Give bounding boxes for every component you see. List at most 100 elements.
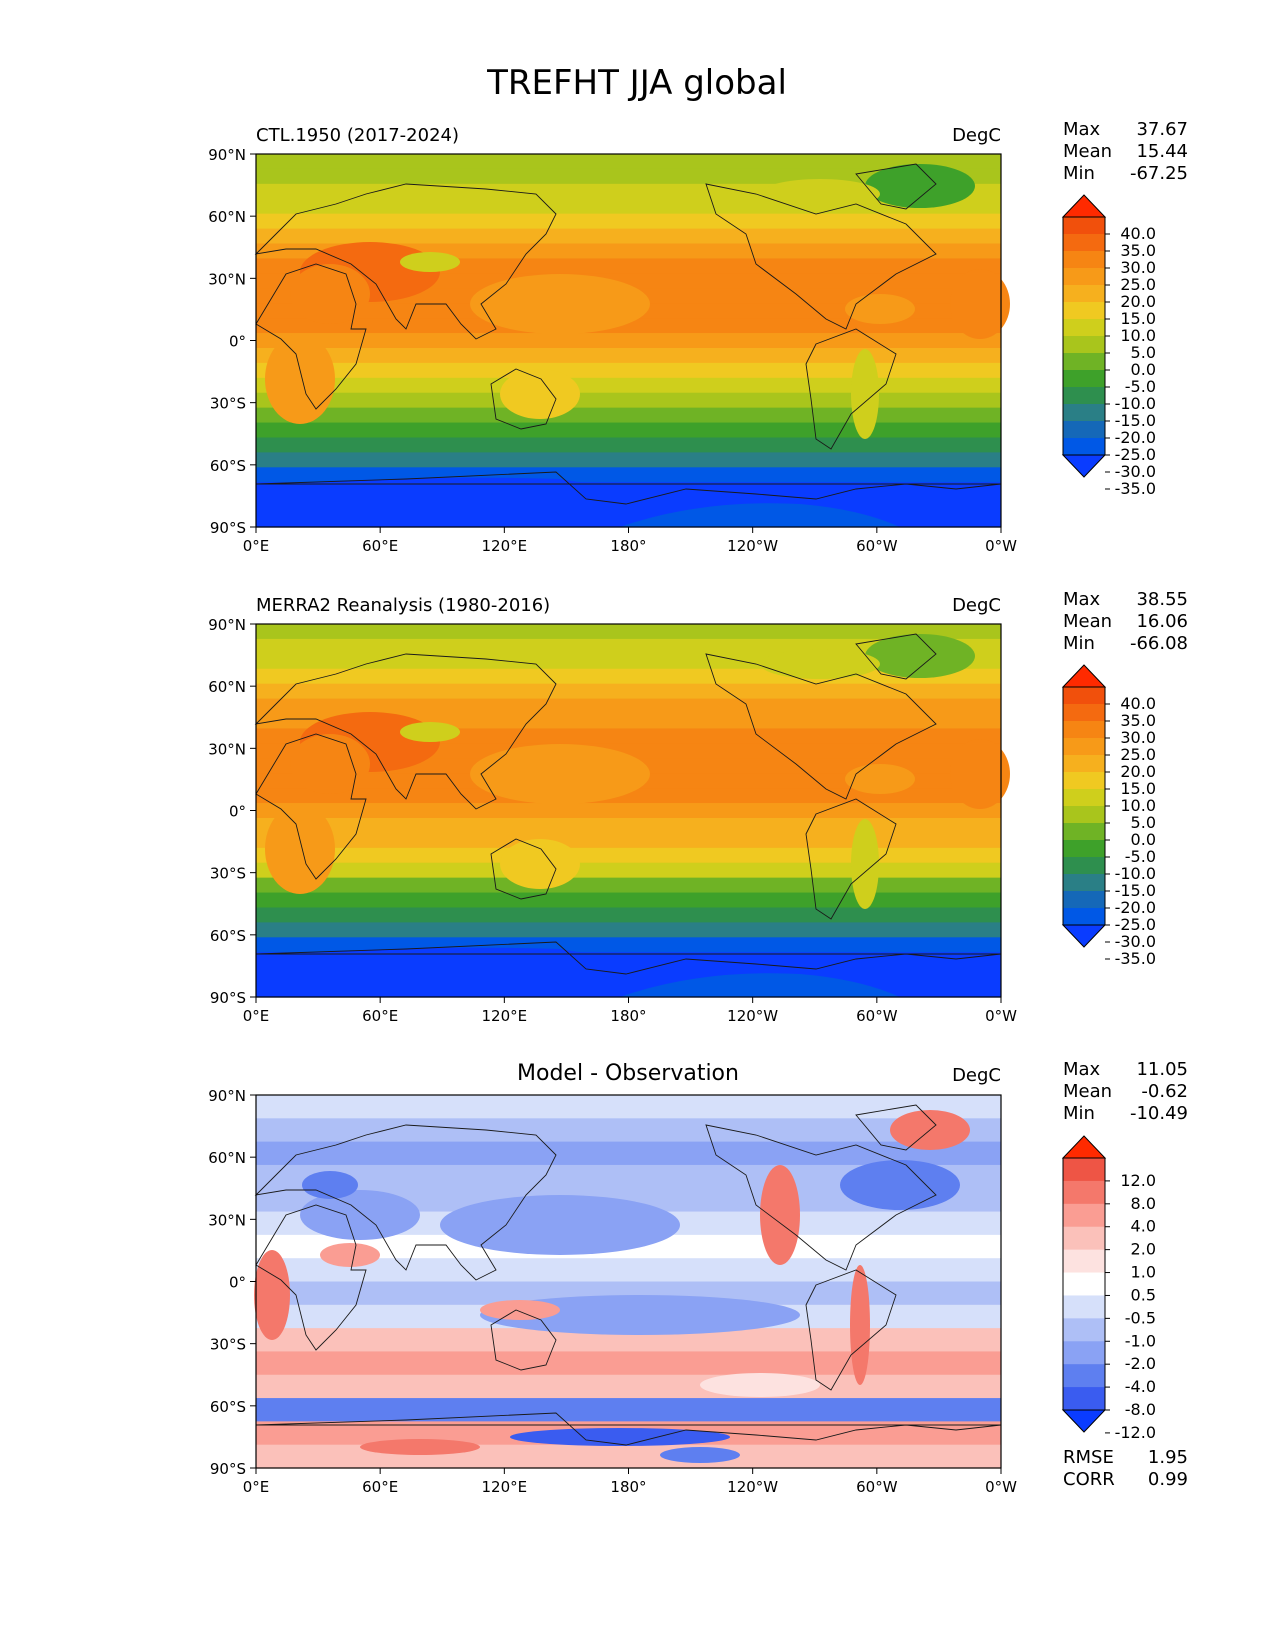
panel-diff: Model - Observation DegC 90°N 60°N 30°N 0° 3… — [208, 1059, 1188, 1496]
temperature-band — [256, 452, 1001, 468]
coastline-greenland — [855, 163, 937, 210]
difference-patch — [440, 1195, 680, 1255]
lon-tick-label: 60°E — [362, 537, 398, 555]
ice-shelf-patch — [620, 503, 900, 527]
colorbar-tick-label: -12.0 — [1115, 1423, 1156, 1442]
stat-min-label: Min — [1063, 633, 1095, 654]
temperature-patch — [760, 179, 880, 209]
panel-reference: MERRA2 Reanalysis (1980-2016) DegC 90°N 6… — [208, 589, 1188, 1025]
lat-tick-label: 30°S — [210, 865, 246, 883]
stat-max-label: Max — [1063, 1059, 1101, 1080]
difference-band — [256, 1164, 1001, 1189]
coastline-eurasia — [254, 183, 557, 340]
colorbar-tick-label: 15.0 — [1120, 309, 1156, 328]
temperature-band — [256, 743, 1001, 759]
colorbar-tick-label: 25.0 — [1120, 275, 1156, 294]
colorbar-tick-label: 5.0 — [1131, 813, 1156, 832]
colorbar-tick-label: -10.0 — [1115, 394, 1156, 413]
colorbar: 40.035.030.025.020.015.010.05.00.0-5.0-1… — [1061, 664, 1156, 968]
temperature-patch — [500, 369, 580, 419]
coastline-north-america — [705, 183, 937, 330]
lat-tick-label: 60°N — [208, 678, 246, 696]
coastline-south-america — [805, 1269, 897, 1391]
lon-tick-label: 120°W — [727, 1478, 778, 1496]
temperature-band — [256, 803, 1001, 819]
colorbar-tick-label: 35.0 — [1120, 711, 1156, 730]
coastline-south-america — [805, 328, 897, 450]
colorbar-tick-label: 5.0 — [1131, 343, 1156, 362]
lat-axis: 90°N 60°N 30°N 0° 30°S 60°S 90°S — [208, 146, 256, 537]
lat-tick-label: 90°N — [208, 1087, 246, 1105]
colorbar-tick-label: -30.0 — [1115, 462, 1156, 481]
colorbar-tick-label: -35.0 — [1115, 479, 1156, 498]
difference-band — [256, 1095, 1001, 1119]
colorbar-extend-max — [1061, 1135, 1107, 1159]
coastline-australia — [490, 838, 557, 900]
colorbar-segment — [1063, 789, 1105, 807]
difference-patch — [360, 1439, 480, 1455]
temperature-patch — [760, 649, 880, 679]
temperature-band — [256, 683, 1001, 700]
panel-units: DegC — [952, 125, 1001, 146]
lat-tick-label: 30°S — [210, 395, 246, 413]
coastline-south-america — [805, 798, 897, 920]
coastline-eurasia — [254, 1124, 557, 1281]
temperature-band — [256, 392, 1001, 409]
colorbar-extend-max — [1061, 664, 1107, 688]
lat-tick-label: 30°N — [208, 1211, 246, 1229]
temperature-patch — [851, 819, 879, 909]
colorbar-tick-label: 4.0 — [1131, 1217, 1156, 1236]
temperature-band — [256, 817, 1001, 834]
colorbar-tick-label: 0.5 — [1131, 1285, 1156, 1304]
stat-min-value: -67.25 — [1130, 163, 1188, 184]
difference-band — [256, 1398, 1001, 1422]
colorbar-tick-label: -35.0 — [1115, 949, 1156, 968]
temperature-band — [256, 698, 1001, 715]
lon-tick-label: 60°W — [856, 1007, 898, 1025]
colorbar-tick-label: -8.0 — [1125, 1400, 1156, 1419]
colorbar-tick-label: 20.0 — [1120, 762, 1156, 781]
temperature-patch — [290, 264, 370, 324]
lon-tick-label: 60°E — [362, 1007, 398, 1025]
lon-axis: 0°E 60°E 120°E 180° 120°W 60°W 0°W — [243, 997, 1017, 1025]
colorbar-segment — [1063, 1272, 1105, 1296]
colorbar-segment — [1063, 840, 1105, 858]
colorbar-tick-label: 12.0 — [1120, 1171, 1156, 1190]
difference-patch — [660, 1447, 740, 1463]
colorbar-tick-label: -10.0 — [1115, 864, 1156, 883]
lon-tick-label: 60°E — [362, 1478, 398, 1496]
lon-tick-label: 60°W — [856, 537, 898, 555]
temperature-patch — [290, 734, 370, 794]
coastline-greenland — [855, 633, 937, 680]
colorbar-tick-label: -15.0 — [1115, 411, 1156, 430]
map-plot-area — [254, 153, 1010, 528]
colorbar-tick-label: 40.0 — [1120, 694, 1156, 713]
map-plot-area — [254, 623, 1010, 998]
stat-min-label: Min — [1063, 1103, 1095, 1124]
panel-units: DegC — [952, 595, 1001, 616]
lat-tick-label: 60°S — [210, 1398, 246, 1416]
colorbar-tick-label: 35.0 — [1120, 241, 1156, 260]
colorbar-segment — [1063, 755, 1105, 773]
colorbar-tick-label: 2.0 — [1131, 1240, 1156, 1259]
coastline-africa — [255, 1204, 367, 1351]
panel-title: MERRA2 Reanalysis (1980-2016) — [256, 595, 550, 616]
colorbar-tick-label: 40.0 — [1120, 224, 1156, 243]
colorbar-tick-label: -15.0 — [1115, 881, 1156, 900]
temperature-band — [256, 922, 1001, 938]
stat-mean-label: Mean — [1063, 141, 1112, 162]
lon-tick-label: 120°W — [727, 537, 778, 555]
difference-patch — [850, 1265, 870, 1385]
colorbar: 40.035.030.025.020.015.010.05.00.0-5.0-1… — [1061, 194, 1156, 498]
temperature-band — [256, 318, 1001, 334]
lat-axis: 90°N 60°N 30°N 0° 30°S 60°S 90°S — [208, 616, 256, 1007]
stat-max-label: Max — [1063, 119, 1101, 140]
temperature-band — [256, 228, 1001, 245]
difference-band — [256, 1118, 1001, 1143]
temperature-patch — [470, 744, 650, 804]
colorbar-segment — [1063, 421, 1105, 439]
difference-band — [256, 1374, 1001, 1399]
metric-corr-value: 0.99 — [1148, 1469, 1188, 1490]
temperature-band — [256, 333, 1001, 349]
